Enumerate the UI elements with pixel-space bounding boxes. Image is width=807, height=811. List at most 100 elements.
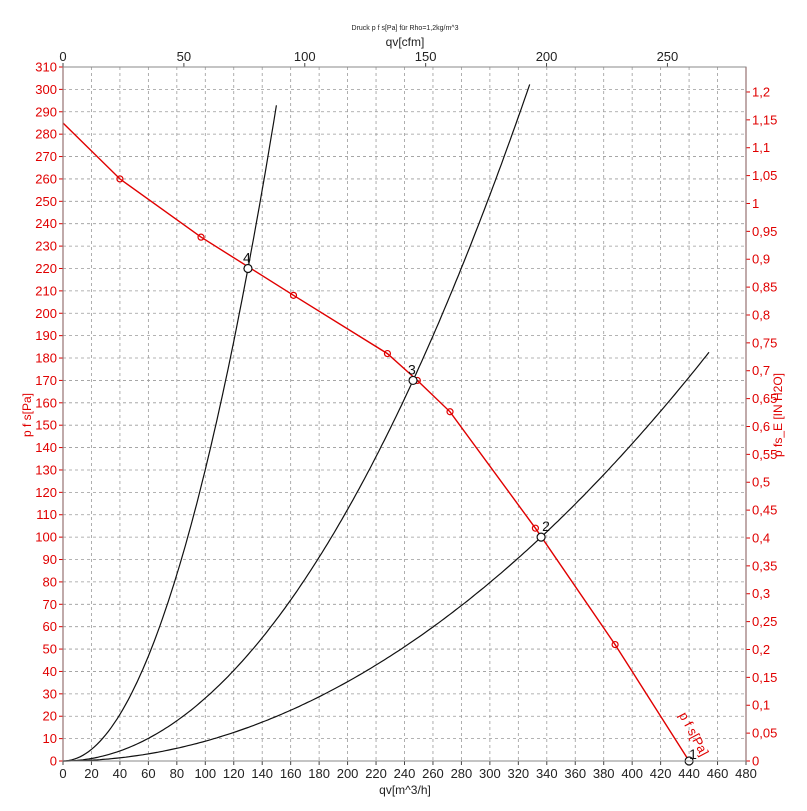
y-tick-label: 110 xyxy=(36,507,57,522)
y2-axis-title: p fs_E [IN H2O] xyxy=(771,373,785,457)
y2-tick-label: 0,4 xyxy=(752,530,770,545)
x2-tick-label: 150 xyxy=(415,49,437,64)
y-tick-label: 100 xyxy=(35,530,57,545)
y-tick-label: 250 xyxy=(35,194,57,209)
y-tick-label: 180 xyxy=(35,351,57,366)
y2-tick-label: 0,15 xyxy=(752,670,777,685)
y2-tick-label: 0,8 xyxy=(752,307,770,322)
x-tick-label: 360 xyxy=(564,766,586,781)
x-tick-label: 200 xyxy=(337,766,359,781)
y-tick-label: 0 xyxy=(50,754,57,769)
fan-curve-line xyxy=(62,122,690,762)
y-tick-label: 70 xyxy=(43,597,57,612)
fan-curve-marker xyxy=(611,640,619,649)
x-tick-label: 460 xyxy=(707,766,729,781)
x-tick-label: 240 xyxy=(394,766,416,781)
fan-curve-marker xyxy=(197,233,205,241)
operating-point-3 xyxy=(408,375,418,386)
y-tick-label: 270 xyxy=(35,149,57,164)
y-tick-label: 220 xyxy=(35,261,57,276)
x-tick-label: 480 xyxy=(735,766,757,781)
x-tick-label: 340 xyxy=(536,766,558,781)
y-tick-label: 10 xyxy=(43,731,57,746)
x-tick-label: 100 xyxy=(194,766,216,781)
x-tick-label: 60 xyxy=(141,766,155,781)
y-tick-label: 60 xyxy=(43,619,57,634)
x2-tick-label: 50 xyxy=(177,49,191,64)
y2-tick-label: 0,7 xyxy=(752,363,770,378)
x-tick-label: 380 xyxy=(593,766,615,781)
operating-point-label-3: 3 xyxy=(408,361,416,377)
x-tick-label: 120 xyxy=(223,766,245,781)
y-tick-label: 210 xyxy=(35,283,57,298)
y-tick-label: 20 xyxy=(43,709,57,724)
x-axis-title: qv[m^3/h] xyxy=(379,783,431,797)
fan-curve-marker xyxy=(446,408,454,416)
x-tick-label: 320 xyxy=(507,766,529,781)
y-tick-label: 240 xyxy=(35,216,57,231)
fan-curve-marker xyxy=(383,349,392,358)
y-tick-label: 90 xyxy=(43,552,57,567)
y2-tick-label: 0,05 xyxy=(752,726,777,741)
y2-tick-label: 0 xyxy=(752,754,759,769)
y2-tick-label: 0,55 xyxy=(752,447,777,462)
y-tick-label: 200 xyxy=(35,306,57,321)
y2-tick-label: 0,3 xyxy=(752,586,770,601)
operating-point-2 xyxy=(536,532,546,542)
x2-axis-title: qv[cfm] xyxy=(386,35,425,49)
y-tick-label: 230 xyxy=(35,239,57,254)
operating-point-label-2: 2 xyxy=(542,518,550,534)
operating-points: 1 2 3 4 xyxy=(243,249,697,766)
x2-tick-label: 0 xyxy=(59,49,66,64)
y-axis-title: p f s[Pa] xyxy=(20,393,34,437)
y-tick-label: 310 xyxy=(35,60,57,75)
y-tick-label: 120 xyxy=(35,485,57,500)
y-tick-label: 40 xyxy=(43,664,57,679)
y2-tick-label: 0,85 xyxy=(752,280,777,295)
y2-tick-label: 0,45 xyxy=(752,503,777,518)
y-tick-label: 140 xyxy=(35,440,57,455)
y2-tick-label: 1,15 xyxy=(752,112,777,127)
x-tick-label: 420 xyxy=(650,766,672,781)
x-tick-label: 300 xyxy=(479,766,501,781)
y2-tick-label: 0,95 xyxy=(752,224,777,239)
fan-curve-marker xyxy=(531,524,540,532)
fan-curve-marker xyxy=(289,291,298,299)
y2-tick-label: 0,2 xyxy=(752,642,770,657)
y2-tick-label: 0,6 xyxy=(752,419,770,434)
y-tick-label: 130 xyxy=(35,462,57,477)
plot-frame xyxy=(62,66,747,762)
x-tick-label: 280 xyxy=(451,766,473,781)
y2-tick-label: 1,05 xyxy=(752,168,777,183)
x2-tick-label: 250 xyxy=(657,49,679,64)
x-tick-label: 80 xyxy=(170,766,184,781)
x-tick-label: 400 xyxy=(621,766,643,781)
y-tick-label: 170 xyxy=(35,373,57,388)
x-tick-label: 40 xyxy=(113,766,127,781)
x2-tick-label: 100 xyxy=(294,49,316,64)
operating-point-label-4: 4 xyxy=(243,249,251,265)
fan-curve-marker xyxy=(116,175,124,183)
x-tick-label: 220 xyxy=(365,766,387,781)
x2-tick-label: 200 xyxy=(536,49,558,64)
y2-tick-label: 0,9 xyxy=(752,252,770,267)
y-tick-label: 150 xyxy=(35,418,57,433)
grid xyxy=(62,66,747,762)
y-tick-label: 300 xyxy=(35,82,57,97)
y-tick-label: 290 xyxy=(35,104,57,119)
y-tick-label: 280 xyxy=(35,127,57,142)
y2-tick-label: 0,25 xyxy=(752,614,777,629)
y-tick-label: 160 xyxy=(35,395,57,410)
y2-tick-label: 0,75 xyxy=(752,335,777,350)
x-tick-label: 440 xyxy=(678,766,700,781)
y-tick-label: 50 xyxy=(43,642,57,657)
y-tick-label: 80 xyxy=(43,574,57,589)
y2-tick-label: 1,2 xyxy=(752,84,770,99)
y-tick-label: 190 xyxy=(35,328,57,343)
y-tick-label: 260 xyxy=(35,171,57,186)
system-curve-curve-3 xyxy=(63,84,531,762)
y2-tick-label: 0,35 xyxy=(752,558,777,573)
x-tick-label: 160 xyxy=(280,766,302,781)
y-tick-label: 30 xyxy=(43,686,57,701)
